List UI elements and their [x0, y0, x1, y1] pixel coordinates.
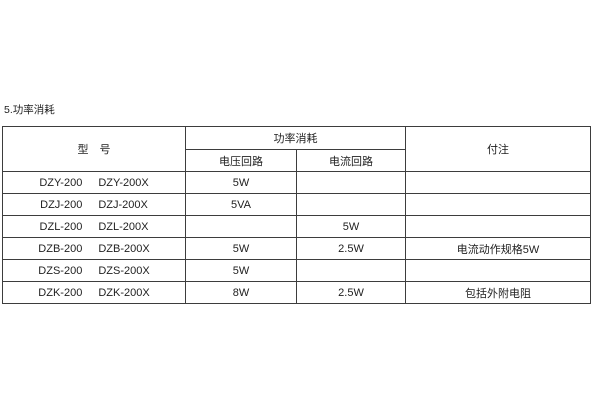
table-row-dzs: DZS-200 DZS-200X 5W — [2, 259, 591, 282]
note-cell: 电流动作规格5W — [405, 237, 591, 260]
header-voltage-circuit: 电压回路 — [185, 149, 297, 172]
model-name-b: DZK-200X — [98, 286, 150, 299]
model-name-b: DZJ-200X — [98, 198, 148, 211]
model-cell: DZJ-200 DZJ-200X — [2, 193, 186, 216]
header-power-consumption-group: 功率消耗 — [185, 126, 406, 150]
header-current-circuit: 电流回路 — [296, 149, 406, 172]
model-cell: DZS-200 DZS-200X — [2, 259, 186, 282]
current-circuit-cell — [296, 259, 406, 282]
model-name-a: DZB-200 — [38, 242, 83, 255]
note-cell — [405, 259, 591, 282]
current-circuit-cell: 2.5W — [296, 237, 406, 260]
current-circuit-cell — [296, 193, 406, 216]
voltage-circuit-cell: 5W — [185, 171, 297, 194]
table-row-dzl: DZL-200 DZL-200X 5W — [2, 215, 591, 238]
note-cell: 包括外附电阻 — [405, 281, 591, 304]
model-cell: DZL-200 DZL-200X — [2, 215, 186, 238]
voltage-circuit-cell: 8W — [185, 281, 297, 304]
section-heading: 5.功率消耗 — [4, 104, 55, 116]
voltage-circuit-cell: 5W — [185, 259, 297, 282]
model-name-b: DZY-200X — [98, 176, 149, 189]
current-circuit-cell: 5W — [296, 215, 406, 238]
current-circuit-cell: 2.5W — [296, 281, 406, 304]
table-row-dzy: DZY-200 DZY-200X 5W — [2, 171, 591, 194]
header-model: 型 号 — [2, 126, 186, 172]
model-name-a: DZK-200 — [38, 286, 83, 299]
model-name-a: DZY-200 — [39, 176, 83, 189]
table-row-dzb: DZB-200 DZB-200X 5W 2.5W 电流动作规格5W — [2, 237, 591, 260]
model-name-b: DZB-200X — [98, 242, 150, 255]
current-circuit-cell — [296, 171, 406, 194]
model-name-a: DZS-200 — [38, 264, 83, 277]
table-header-row-top: 型 号 功率消耗 付注 — [2, 126, 591, 172]
power-consumption-table: 型 号 功率消耗 付注 电压回路 电流回路 DZY-200 DZY-200X 5W… — [2, 126, 591, 304]
model-cell: DZK-200 DZK-200X — [2, 281, 186, 304]
voltage-circuit-cell: 5W — [185, 237, 297, 260]
model-name-a: DZL-200 — [39, 220, 83, 233]
note-cell — [405, 215, 591, 238]
model-name-b: DZL-200X — [98, 220, 149, 233]
model-name-b: DZS-200X — [98, 264, 150, 277]
model-name-a: DZJ-200 — [40, 198, 83, 211]
model-cell: DZY-200 DZY-200X — [2, 171, 186, 194]
table-row-dzk: DZK-200 DZK-200X 8W 2.5W 包括外附电阻 — [2, 281, 591, 304]
voltage-circuit-cell — [185, 215, 297, 238]
note-cell — [405, 193, 591, 216]
voltage-circuit-cell: 5VA — [185, 193, 297, 216]
model-cell: DZB-200 DZB-200X — [2, 237, 186, 260]
header-notes: 付注 — [405, 126, 591, 172]
note-cell — [405, 171, 591, 194]
table-row-dzj: DZJ-200 DZJ-200X 5VA — [2, 193, 591, 216]
